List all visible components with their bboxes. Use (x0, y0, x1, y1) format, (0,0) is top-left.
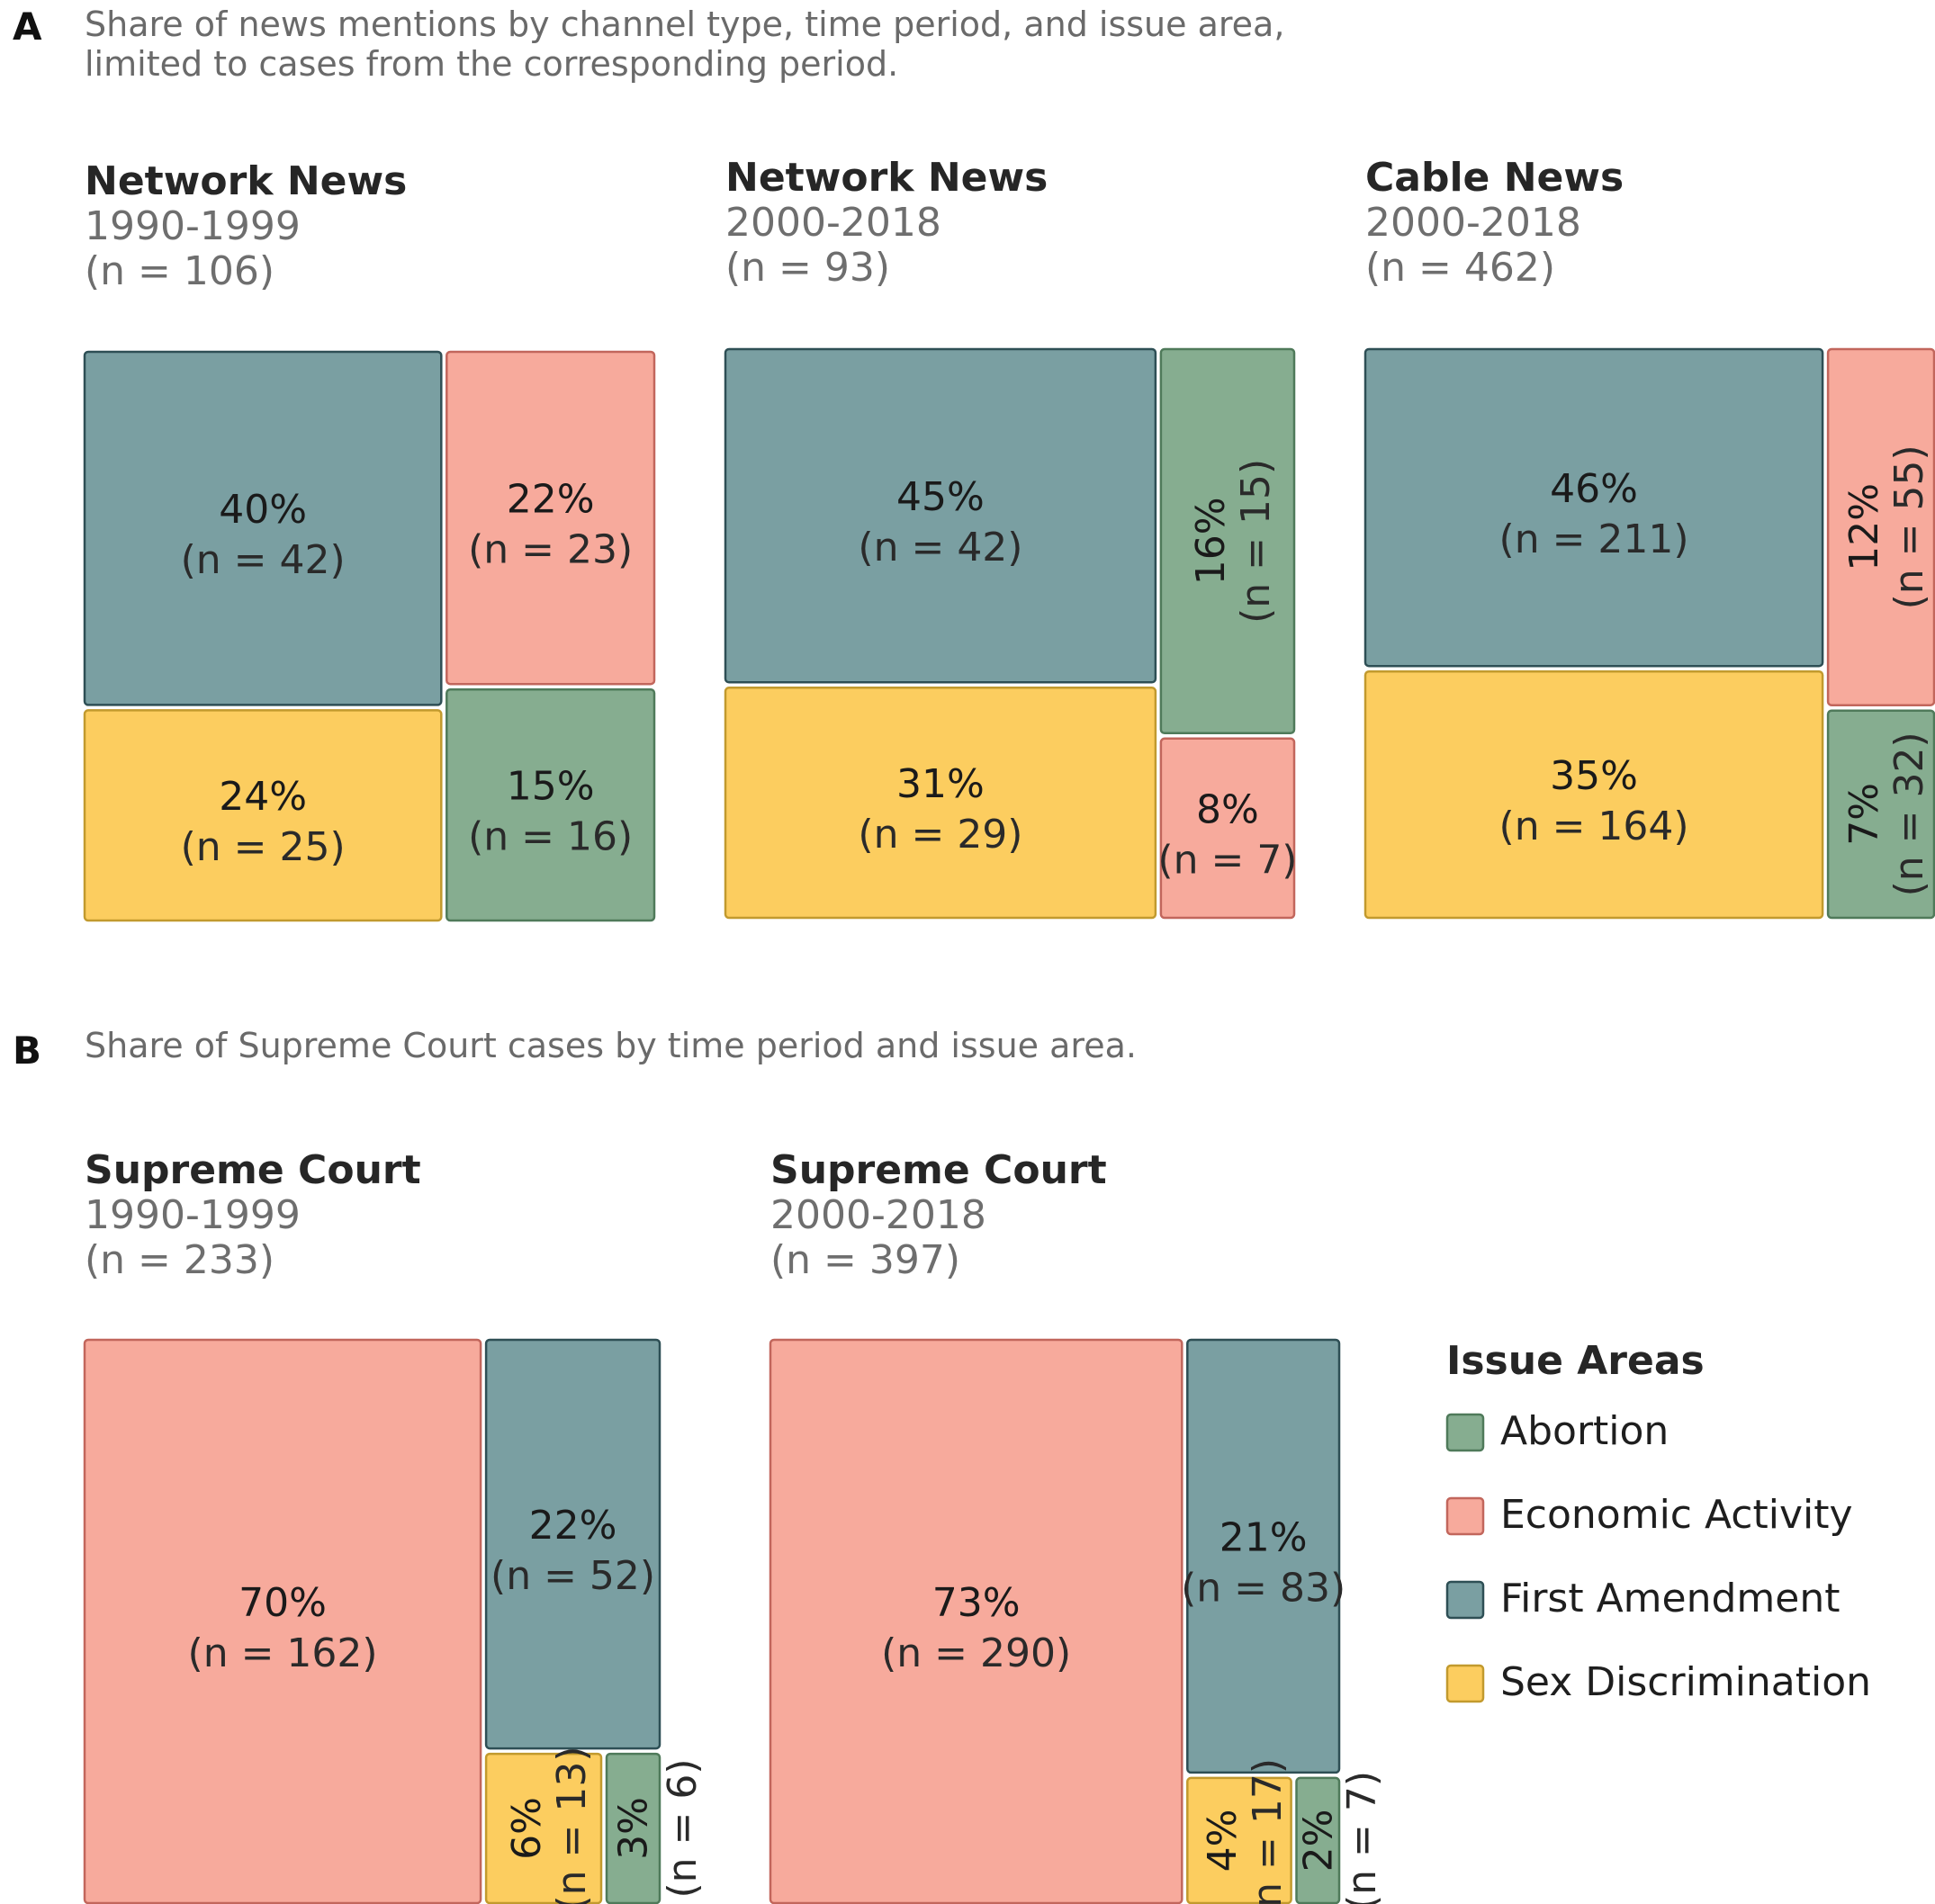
treemap-cell-sex-discrimination (724, 687, 1157, 920)
chart-title: Network News (85, 158, 407, 204)
legend-swatch-abortion (1445, 1413, 1485, 1452)
cell-label-first-amendment-n: (n = 42) (858, 525, 1022, 570)
treemap-cell-first-amendment (484, 1338, 662, 1750)
cell-label-first-amendment-pct: 40% (219, 487, 307, 533)
cell-label-first-amendment-pct: 45% (896, 474, 985, 520)
cell-label-sex-discrimination-n: (n = 25) (181, 824, 346, 870)
legend-swatch-economic-activity (1445, 1496, 1485, 1536)
treemap-cell-economic-activity (1159, 737, 1296, 920)
cell-label-abortion-pct: 15% (507, 764, 595, 810)
treemap-cell-sex-discrimination (83, 709, 443, 922)
cell-label-economic-activity-pct: 22% (507, 477, 595, 523)
legend-title: Issue Areas (1446, 1338, 1705, 1384)
treemap-cell-abortion (1159, 347, 1296, 735)
cell-label-abortion-n: (n = 7) (1339, 1771, 1385, 1904)
chart-period: 2000-2018 (1365, 200, 1581, 246)
treemap-cell-first-amendment (1186, 1338, 1341, 1774)
treemap-cell-sex-discrimination (1364, 669, 1824, 920)
cell-label-abortion-pct: 3% (611, 1797, 657, 1860)
cell-label-sex-discrimination-pct: 35% (1550, 753, 1638, 799)
cell-label-first-amendment-n: (n = 42) (181, 537, 346, 583)
chart-total: (n = 397) (770, 1237, 960, 1283)
legend-label-economic-activity: Economic Activity (1500, 1492, 1853, 1538)
cell-label-abortion-n: (n = 6) (660, 1758, 706, 1898)
chart-title: Supreme Court (85, 1147, 421, 1193)
legend-swatch-sex-discrimination (1445, 1664, 1485, 1703)
treemap-cell-first-amendment (724, 347, 1157, 684)
legend-swatch-first-amendment (1445, 1580, 1485, 1620)
panel-a-subtitle-line2: limited to cases from the corresponding … (85, 44, 898, 84)
cell-label-economic-activity-n: (n = 290) (881, 1630, 1071, 1676)
treemap-cell-economic-activity (1826, 347, 1935, 706)
chart-total: (n = 106) (85, 248, 274, 294)
treemap-cell-abortion (1295, 1776, 1341, 1904)
chart-title: Network News (725, 155, 1048, 201)
cell-label-first-amendment-pct: 22% (529, 1503, 617, 1549)
cell-label-economic-activity-n: (n = 55) (1886, 445, 1932, 609)
chart-total: (n = 233) (85, 1237, 274, 1283)
cell-label-economic-activity-pct: 73% (932, 1580, 1021, 1626)
panel-a-letter: A (13, 4, 42, 49)
cell-label-abortion-n: (n = 32) (1886, 732, 1932, 896)
cell-label-abortion-pct: 2% (1295, 1810, 1341, 1873)
cell-label-economic-activity-pct: 70% (238, 1580, 327, 1626)
cell-label-first-amendment-pct: 46% (1550, 466, 1638, 512)
cell-label-first-amendment-n: (n = 211) (1499, 516, 1689, 562)
panel-b-letter: B (13, 1028, 41, 1073)
treemap-cell-economic-activity (769, 1338, 1184, 1904)
cell-label-economic-activity-n: (n = 23) (468, 527, 633, 573)
chart-title: Supreme Court (770, 1147, 1107, 1193)
cell-label-economic-activity-n: (n = 162) (188, 1630, 378, 1676)
cell-label-first-amendment-pct: 21% (1220, 1514, 1308, 1560)
treemap-cell-sex-discrimination (1186, 1776, 1292, 1904)
cell-label-abortion-n: (n = 15) (1233, 459, 1279, 624)
cell-label-sex-discrimination-pct: 4% (1200, 1810, 1246, 1873)
cell-label-economic-activity-n: (n = 7) (1157, 837, 1297, 883)
cell-label-abortion-pct: 7% (1841, 783, 1887, 846)
cell-label-first-amendment-n: (n = 52) (490, 1553, 655, 1599)
chart-title: Cable News (1365, 155, 1624, 201)
treemap-cell-sex-discrimination (484, 1752, 603, 1904)
treemap-cell-economic-activity (446, 350, 656, 686)
cell-label-sex-discrimination-n: (n = 17) (1245, 1758, 1291, 1904)
chart-total: (n = 93) (725, 245, 890, 291)
treemap-cell-abortion (1826, 709, 1935, 920)
chart-total: (n = 462) (1365, 245, 1555, 291)
cell-label-economic-activity-pct: 8% (1196, 786, 1259, 832)
chart-period: 2000-2018 (725, 200, 941, 246)
cell-label-sex-discrimination-pct: 31% (896, 761, 985, 807)
cell-label-abortion-n: (n = 16) (468, 814, 633, 860)
cell-label-sex-discrimination-n: (n = 13) (549, 1746, 595, 1904)
legend-label-abortion: Abortion (1500, 1408, 1669, 1454)
treemap-cell-first-amendment (1364, 347, 1824, 668)
legend: Issue Areas Abortion Economic Activity Fir… (1445, 1338, 1871, 1705)
cell-label-sex-discrimination-n: (n = 29) (858, 812, 1022, 858)
cell-label-sex-discrimination-pct: 24% (219, 774, 307, 820)
cell-label-sex-discrimination-n: (n = 164) (1499, 804, 1689, 849)
chart-period: 2000-2018 (770, 1192, 986, 1238)
panel-a-subtitle-line1: Share of news mentions by channel type, … (85, 4, 1284, 44)
cell-label-abortion-pct: 16% (1188, 498, 1234, 586)
cell-label-sex-discrimination-pct: 6% (504, 1797, 550, 1860)
cell-label-first-amendment-n: (n = 83) (1181, 1565, 1346, 1611)
legend-label-first-amendment: First Amendment (1500, 1576, 1840, 1621)
treemap-cell-economic-activity (83, 1338, 482, 1904)
panel-b-subtitle: Share of Supreme Court cases by time per… (85, 1026, 1137, 1065)
treemap-cell-first-amendment (83, 350, 443, 706)
treemap-cell-abortion (605, 1752, 662, 1904)
cell-label-economic-activity-pct: 12% (1841, 483, 1887, 571)
treemap-cell-abortion (446, 687, 656, 922)
chart-period: 1990-1999 (85, 203, 301, 249)
legend-label-sex-discrimination: Sex Discrimination (1500, 1659, 1871, 1705)
chart-period: 1990-1999 (85, 1192, 301, 1238)
